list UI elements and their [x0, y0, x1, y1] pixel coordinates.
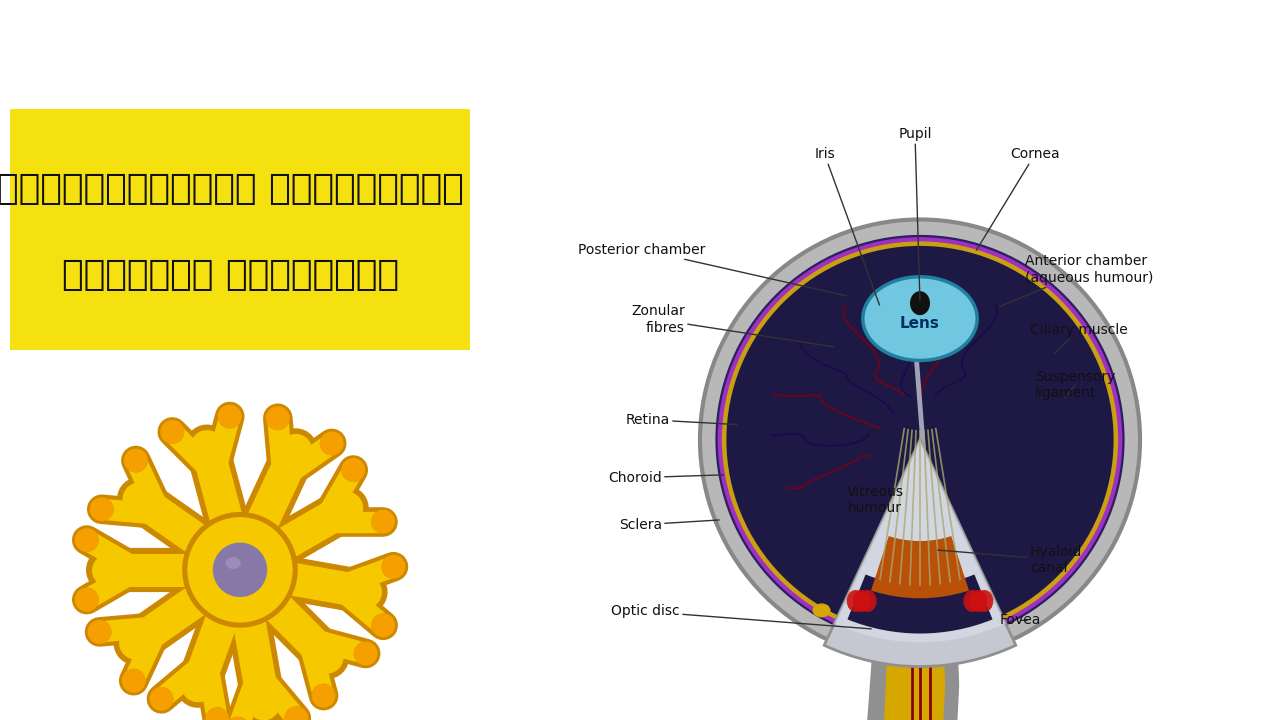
Circle shape: [320, 431, 343, 455]
Text: ಪರೀಕ್షೆಯಲ್ಲಿ ಕೇಳಬಹುದಾದ: ಪರೀಕ್షೆಯಲ್ಲಿ ಕೇಳಬಹುದಾದ: [0, 173, 463, 207]
Wedge shape: [872, 536, 920, 598]
Circle shape: [727, 246, 1114, 634]
Circle shape: [124, 449, 147, 472]
Wedge shape: [824, 440, 1016, 667]
Circle shape: [284, 706, 308, 720]
Circle shape: [122, 669, 146, 693]
Text: Retina: Retina: [626, 413, 737, 427]
Circle shape: [371, 613, 396, 637]
Text: Choroid: Choroid: [608, 471, 723, 485]
Circle shape: [212, 543, 268, 597]
Ellipse shape: [859, 590, 877, 612]
Text: ಸಂಭವನೀಯ ಬಿತ್ರಗಳು: ಸಂಭವನೀಯ ಬಿತ್ರಗಳು: [61, 258, 398, 292]
Circle shape: [266, 406, 289, 430]
Wedge shape: [920, 536, 969, 598]
Circle shape: [187, 517, 293, 623]
Ellipse shape: [964, 590, 982, 612]
Circle shape: [342, 458, 365, 482]
Ellipse shape: [225, 557, 241, 569]
Text: Hyaloid
canal: Hyaloid canal: [938, 545, 1083, 575]
Circle shape: [182, 512, 298, 628]
Circle shape: [122, 669, 146, 693]
Circle shape: [218, 405, 242, 428]
Circle shape: [90, 498, 114, 521]
Text: Zonular
fibres: Zonular fibres: [631, 305, 833, 347]
Ellipse shape: [813, 603, 831, 618]
Text: Important Science Diagrams for SSLC: Important Science Diagrams for SSLC: [54, 23, 1226, 77]
Text: Iris: Iris: [814, 148, 879, 305]
Ellipse shape: [975, 590, 993, 612]
Circle shape: [353, 642, 378, 665]
Ellipse shape: [910, 291, 931, 315]
Circle shape: [381, 555, 406, 579]
Circle shape: [225, 717, 250, 720]
Circle shape: [700, 220, 1140, 660]
Circle shape: [284, 706, 308, 720]
Circle shape: [206, 707, 229, 720]
Circle shape: [150, 687, 173, 711]
Circle shape: [74, 588, 99, 611]
Text: Fovea: Fovea: [1000, 613, 1042, 627]
Ellipse shape: [846, 590, 865, 612]
Text: Pupil: Pupil: [899, 127, 932, 300]
Text: Vitreous
humour: Vitreous humour: [846, 485, 904, 515]
Circle shape: [312, 684, 335, 708]
Text: Cornea: Cornea: [977, 148, 1060, 250]
Text: Sclera: Sclera: [618, 518, 719, 532]
Ellipse shape: [852, 590, 870, 612]
Circle shape: [371, 510, 396, 534]
Circle shape: [371, 510, 396, 534]
Circle shape: [74, 588, 99, 611]
Circle shape: [124, 449, 147, 472]
Circle shape: [218, 405, 242, 428]
Circle shape: [150, 687, 173, 711]
Text: Suspensory
ligament: Suspensory ligament: [1036, 369, 1115, 400]
Circle shape: [718, 237, 1123, 642]
Ellipse shape: [863, 276, 977, 361]
FancyBboxPatch shape: [10, 109, 470, 350]
Text: Anterior chamber
(aqueous humour): Anterior chamber (aqueous humour): [1000, 254, 1153, 307]
Circle shape: [371, 613, 396, 637]
Circle shape: [353, 642, 378, 665]
Circle shape: [90, 498, 114, 521]
Circle shape: [74, 528, 99, 552]
Text: Ciliary muscle: Ciliary muscle: [1030, 323, 1128, 354]
Ellipse shape: [969, 590, 987, 612]
FancyBboxPatch shape: [872, 618, 957, 650]
Circle shape: [74, 528, 99, 552]
Wedge shape: [847, 575, 992, 634]
Circle shape: [87, 620, 111, 644]
Text: Optic disc: Optic disc: [612, 605, 872, 629]
Circle shape: [225, 717, 250, 720]
Circle shape: [320, 431, 343, 455]
Text: Posterior chamber: Posterior chamber: [577, 243, 847, 296]
Circle shape: [381, 555, 406, 579]
Wedge shape: [835, 440, 1006, 642]
Circle shape: [716, 235, 1125, 644]
Circle shape: [160, 420, 184, 444]
Circle shape: [721, 240, 1119, 639]
Circle shape: [312, 684, 335, 708]
Circle shape: [87, 620, 111, 644]
Text: Lens: Lens: [900, 316, 940, 331]
Circle shape: [206, 707, 229, 720]
Circle shape: [342, 458, 365, 482]
Circle shape: [266, 406, 289, 430]
Circle shape: [160, 420, 184, 444]
